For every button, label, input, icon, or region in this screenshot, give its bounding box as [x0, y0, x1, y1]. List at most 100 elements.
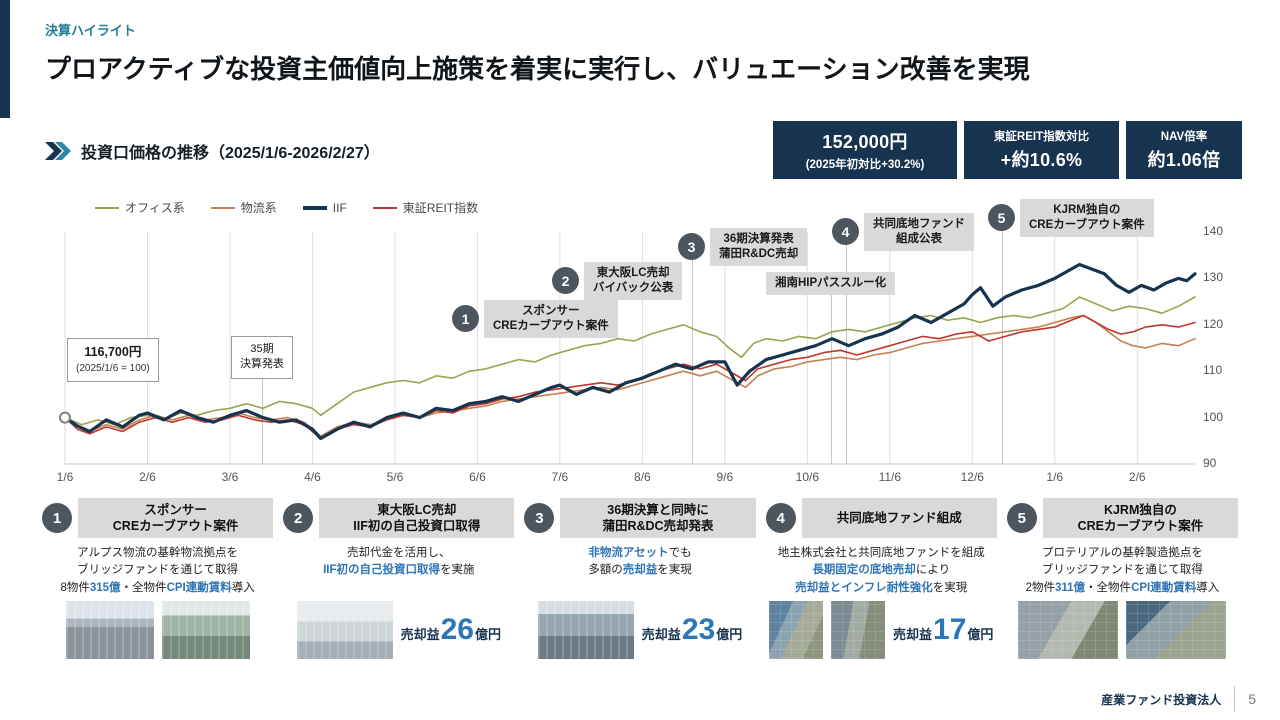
series-reit — [64, 314, 1196, 440]
description-line: 2物件311億・全物件CPI連動賃料導入 — [1007, 580, 1238, 597]
event-card-header: 3 36期決算と同時に 蒲田R&DC売却発表 — [524, 498, 756, 538]
series-logistics — [64, 314, 1196, 437]
title-line: 36期決算と同時に — [607, 502, 709, 517]
kpi-box-3: NAV倍率 約1.06倍 — [1126, 121, 1242, 179]
kpi-label: 東証REIT指数対比 — [993, 131, 1090, 143]
footer-divider — [1234, 686, 1236, 712]
accent-bar — [0, 0, 10, 118]
series-office — [64, 296, 1196, 426]
legend-swatch-iif — [302, 205, 327, 210]
label-line: 共同底地ファンド — [873, 218, 965, 230]
title-line: 蒲田R&DC売却発表 — [602, 519, 714, 533]
x-tick-1: 2/6 — [139, 470, 156, 484]
plain-text: ・全物件 — [1085, 581, 1132, 594]
description-line: 長期固定の底地売却により — [766, 562, 997, 579]
sale-gain: 売却益 26 億円 — [401, 615, 501, 645]
description-line: 売却代金を活用し、 — [283, 545, 514, 562]
gain-value: 17 — [933, 613, 967, 646]
description-line: 非物流アセットでも — [524, 545, 755, 562]
chart-legend: オフィス系 物流系 IIF 東証REIT指数 — [95, 199, 478, 216]
gain-unit: 億円 — [716, 627, 743, 642]
event-number-badge: 3 — [524, 503, 555, 533]
event-card-header: 4 共同底地ファンド組成 — [765, 498, 997, 538]
plain-text: アルプス物流の基幹物流拠点を — [77, 547, 239, 559]
label-line: KJRM独自の — [1053, 204, 1121, 216]
description-line: アルプス物流の基幹物流拠点を — [42, 545, 273, 562]
event-card-media: 売却益 23 億円 — [524, 601, 755, 659]
x-tick-7: 8/6 — [634, 470, 651, 484]
gain-label: 売却益 — [893, 627, 933, 642]
kpi-box-1: 152,000円 (2025年初対比+30.2%) — [773, 121, 957, 179]
property-photo — [1126, 601, 1227, 659]
x-tick-12: 1/6 — [1046, 470, 1064, 484]
event-card-media: 売却益 26 億円 — [283, 601, 514, 659]
kpi-boxes: 152,000円 (2025年初対比+30.2%) 東証REIT指数対比 +約10.6… — [773, 121, 1242, 179]
kpi-value: 152,000円 — [822, 132, 908, 152]
plain-text: 2物件 — [1025, 581, 1055, 594]
price-chart — [59, 232, 1197, 465]
chevron-icon — [45, 142, 71, 160]
highlighted-text: 311億 — [1055, 581, 1086, 594]
event-card-media: 売却益 17 億円 — [766, 601, 997, 659]
plain-text: プロテリアルの基幹製造拠点を — [1041, 547, 1203, 559]
description-line: IIF初の自己投資口取得を実施 — [283, 562, 514, 579]
title-line: 共同底地ファンド組成 — [836, 510, 962, 525]
plain-text: を実現 — [932, 581, 968, 594]
kpi-label: (2025年初対比+30.2%) — [805, 159, 925, 171]
page-title: プロアクティブな投資主価値向上施策を着実に実行し、バリュエーション改善を実現 — [45, 54, 1030, 84]
x-tick-4: 5/6 — [386, 470, 404, 484]
description-line: 8物件315億・全物件CPI連動賃料導入 — [42, 580, 273, 597]
event-card-title: スポンサー CREカーブアウト案件 — [78, 498, 274, 538]
highlighted-text: 売却益とインフレ耐性強化 — [795, 581, 933, 594]
event-card-title: KJRM独自の CREカーブアウト案件 — [1042, 498, 1239, 538]
highlighted-text: 売却益 — [622, 564, 658, 577]
gain-value: 23 — [681, 613, 716, 646]
page-number: 5 — [1248, 691, 1256, 707]
price-chart-svg — [59, 232, 1197, 465]
event-card-5: 5 KJRM独自の CREカーブアウト案件 プロテリアルの基幹製造拠点を ブリッジファン… — [1006, 498, 1239, 659]
event-number-badge: 1 — [42, 503, 72, 533]
y-tick-140: 140 — [1203, 224, 1224, 238]
property-photo — [296, 601, 393, 659]
series-iif — [63, 262, 1197, 441]
legend-item-office: オフィス系 — [95, 199, 185, 216]
event-card-description: アルプス物流の基幹物流拠点を ブリッジファンドを通じて取得 8物件315億・全物件C… — [42, 545, 273, 597]
kpi-label: NAV倍率 — [1160, 131, 1208, 143]
kpi-box-2: 東証REIT指数対比 +約10.6% — [964, 121, 1119, 179]
legend-item-logistics: 物流系 — [210, 199, 277, 216]
event-number-badge: 5 — [988, 204, 1015, 232]
title-line: IIF初の自己投資口取得 — [353, 519, 481, 533]
plain-text: 8物件 — [60, 581, 90, 594]
plain-text: を実現 — [657, 564, 692, 577]
event-card-title: 東大阪LC売却 IIF初の自己投資口取得 — [319, 498, 515, 538]
event-number-badge: 5 — [1006, 503, 1037, 533]
legend-swatch-reit — [372, 206, 397, 209]
description-line: プロテリアルの基幹製造拠点を — [1007, 545, 1238, 562]
event-cards: 1 スポンサー CREカーブアウト案件アルプス物流の基幹物流拠点を ブリッジファンドを… — [42, 498, 1239, 659]
plain-text: を実施 — [440, 564, 475, 577]
event-card-description: 地主株式会社と共同底地ファンドを組成 長期固定の底地売却により 売却益とインフレ耐性… — [766, 545, 997, 597]
legend-label: 東証REIT指数 — [402, 201, 479, 215]
highlighted-text: CPI連動賃料 — [166, 581, 232, 594]
event-card-4: 4 共同底地ファンド組成地主株式会社と共同底地ファンドを組成 長期固定の底地売却によ… — [765, 498, 997, 659]
event-card-title: 共同底地ファンド組成 — [801, 498, 997, 538]
property-photo — [769, 601, 823, 659]
footer: 産業ファンド投資法人 5 — [1101, 686, 1256, 712]
event-card-description: 非物流アセットでも 多額の売却益を実現 — [524, 545, 755, 597]
section-title: 投資口価格の推移（2025/1/6-2026/2/27） — [81, 145, 380, 162]
plain-text: ・全物件 — [120, 581, 167, 594]
highlighted-text: IIF初の自己投資口取得 — [323, 564, 441, 577]
highlighted-text: CPI連動賃料 — [1131, 581, 1197, 594]
x-tick-13: 2/6 — [1128, 470, 1146, 484]
legend-label: IIF — [332, 200, 347, 215]
property-photo — [1018, 601, 1119, 659]
y-tick-100: 100 — [1203, 409, 1224, 424]
event-card-title: 36期決算と同時に 蒲田R&DC売却発表 — [560, 498, 756, 538]
property-photo — [831, 601, 885, 659]
gain-label: 売却益 — [641, 627, 681, 642]
gain-value: 26 — [440, 613, 474, 646]
x-tick-6: 7/6 — [551, 470, 569, 484]
event-card-2: 2 東大阪LC売却 IIF初の自己投資口取得 売却代金を活用し、 IIF初の自己投資口取… — [283, 498, 515, 659]
plain-text: により — [915, 564, 951, 577]
kpi-value: +約10.6% — [1000, 150, 1083, 170]
